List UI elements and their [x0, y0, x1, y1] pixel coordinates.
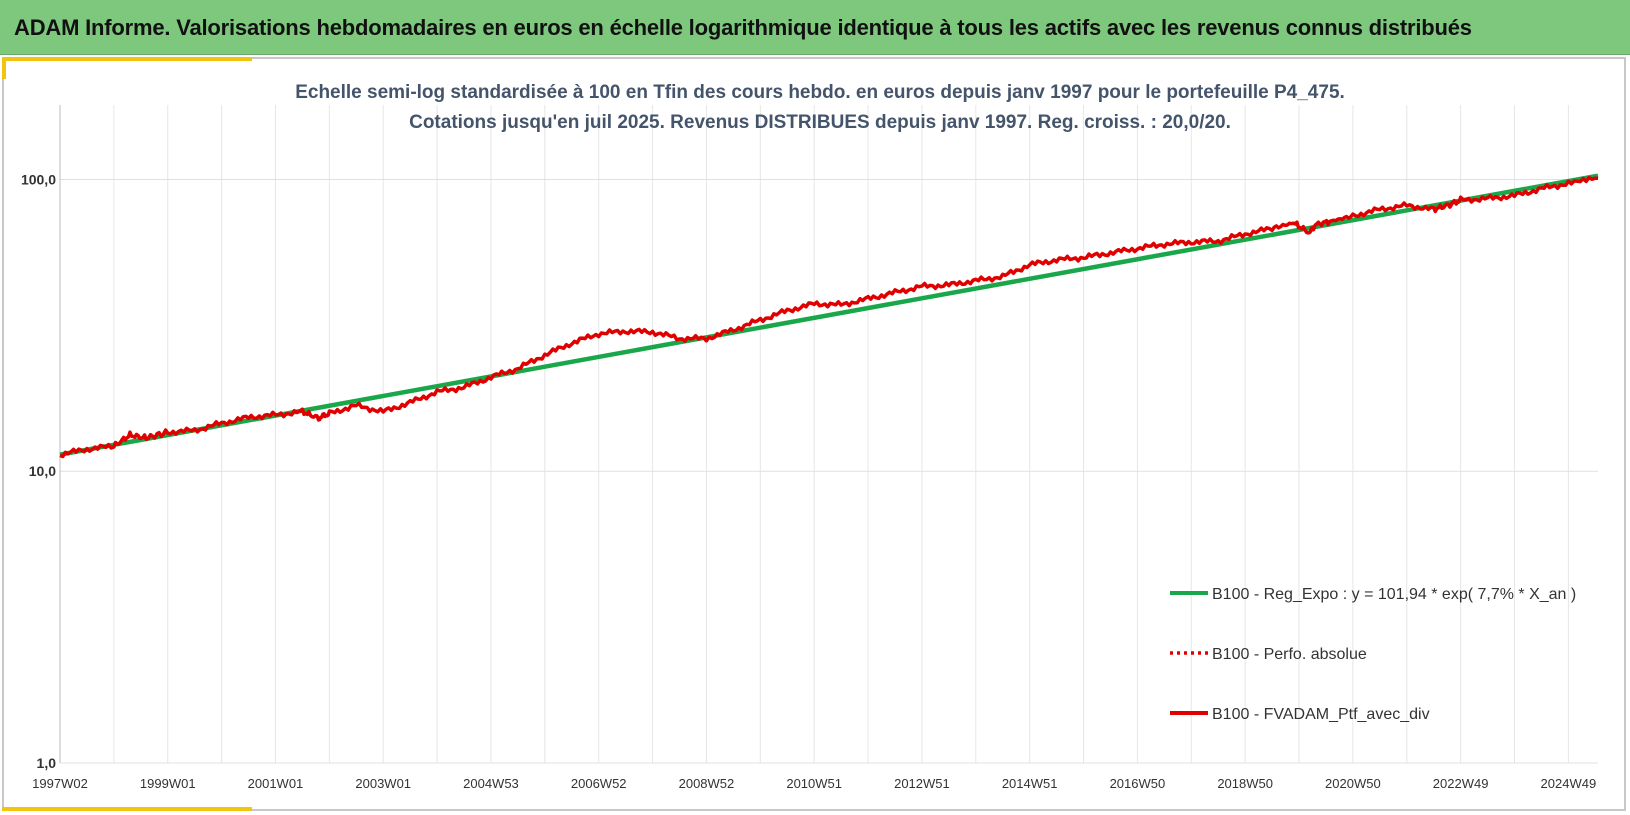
x-tick-label: 2008W52	[679, 776, 735, 791]
x-tick-label: 2012W51	[894, 776, 950, 791]
x-tick-label: 2018W50	[1217, 776, 1273, 791]
y-tick-label: 1,0	[37, 755, 57, 771]
x-tick-label: 1997W02	[32, 776, 88, 791]
x-tick-label: 2020W50	[1325, 776, 1381, 791]
legend-label: B100 - FVADAM_Ptf_avec_div	[1212, 706, 1430, 723]
x-tick-label: 2010W51	[786, 776, 842, 791]
legend: B100 - Reg_Expo : y = 101,94 * exp( 7,7%…	[1170, 586, 1576, 723]
accent-bar-bottom	[2, 807, 252, 811]
legend-label: B100 - Reg_Expo : y = 101,94 * exp( 7,7%…	[1212, 586, 1576, 603]
x-tick-label: 2024W49	[1541, 776, 1597, 791]
series-line-portfolio	[59, 175, 1598, 459]
gridlines	[59, 105, 1598, 764]
chart-title-line1: Echelle semi-log standardisée à 100 en T…	[295, 82, 1345, 103]
x-tick-label: 2022W49	[1433, 776, 1489, 791]
accent-bar-top	[2, 57, 252, 61]
x-tick-label: 1999W01	[140, 776, 196, 791]
header-bar: ADAM Informe. Valorisations hebdomadaire…	[0, 0, 1630, 55]
series-lines	[59, 173, 1599, 459]
x-tick-label: 2016W50	[1110, 776, 1166, 791]
header-title: ADAM Informe. Valorisations hebdomadaire…	[14, 15, 1472, 40]
series-line-regression	[59, 173, 1599, 457]
y-tick-label: 10,0	[29, 463, 56, 479]
x-tick-label: 2001W01	[248, 776, 304, 791]
y-axis-labels: 100,0 10,0 1,0	[21, 171, 56, 771]
y-tick-label: 100,0	[21, 171, 56, 187]
legend-label: B100 - Perfo. absolue	[1212, 646, 1367, 663]
x-tick-label: 2003W01	[355, 776, 411, 791]
accent-bar-left	[2, 57, 6, 79]
chart-title-line2: Cotations jusqu'en juil 2025. Revenus DI…	[409, 112, 1231, 133]
x-axis-labels: 1997W02 1999W01 2001W01 2003W01 2004W53 2006W…	[32, 776, 1596, 791]
x-tick-label: 2004W53	[463, 776, 519, 791]
x-tick-label: 2006W52	[571, 776, 627, 791]
x-tick-label: 2014W51	[1002, 776, 1058, 791]
